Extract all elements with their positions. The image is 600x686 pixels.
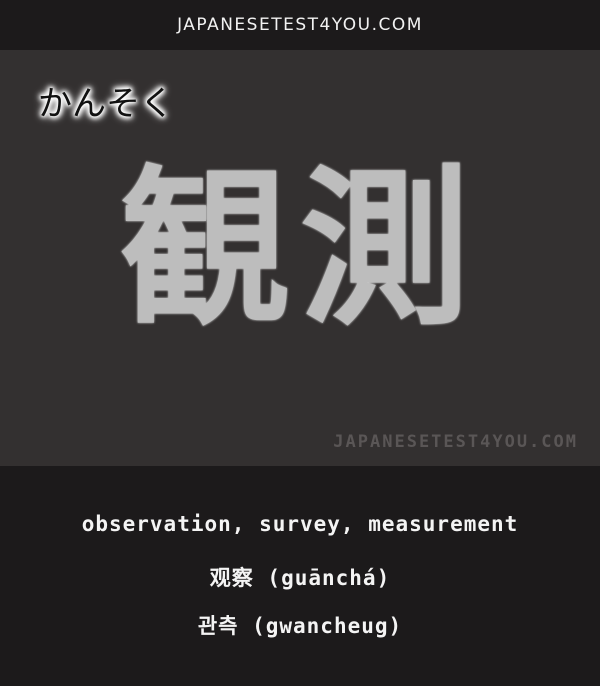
kanji-card: かんそく 観測 JAPANESETEST4YOU.COM <box>0 50 600 466</box>
chinese-equivalent: 观察 (guānchá) <box>209 566 391 590</box>
kanji-word: 観測 <box>119 151 480 349</box>
info-panel: observation, survey, measurement 观察 (guā… <box>0 466 600 686</box>
meaning-text: observation, survey, measurement <box>81 512 519 536</box>
kana-reading: かんそく <box>38 84 174 124</box>
watermark: JAPANESETEST4YOU.COM <box>333 432 578 452</box>
korean-equivalent: 관측 (gwancheug) <box>197 614 403 638</box>
top-bar: JAPANESETEST4YOU.COM <box>0 0 600 50</box>
site-header[interactable]: JAPANESETEST4YOU.COM <box>177 15 423 35</box>
